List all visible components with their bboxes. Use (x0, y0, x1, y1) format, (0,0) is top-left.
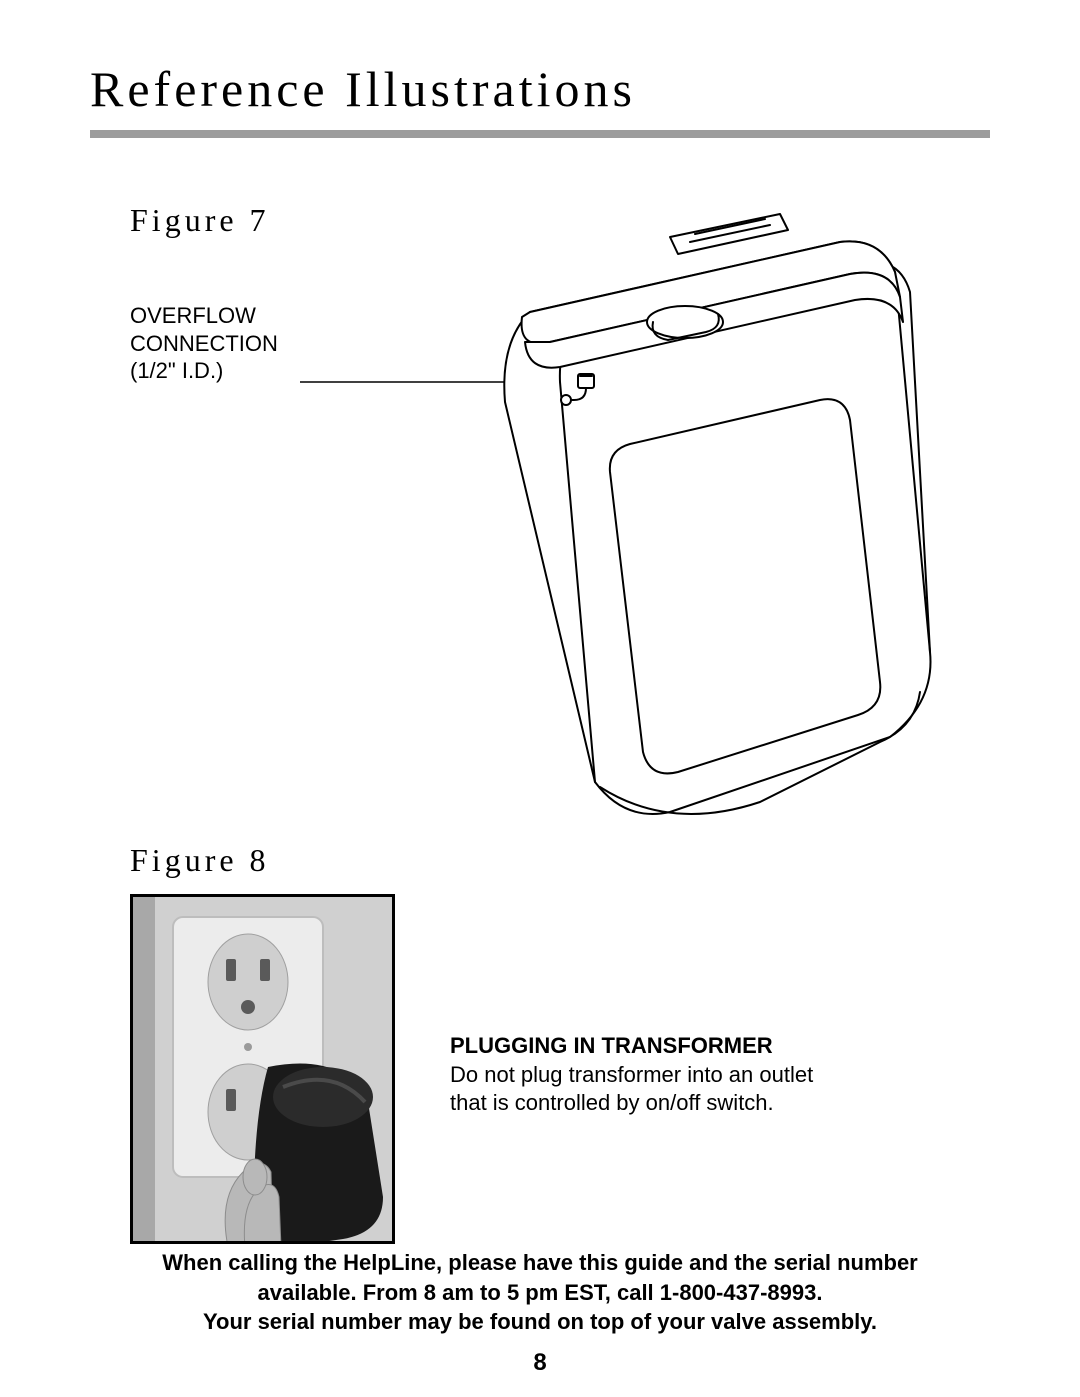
outlet-photo-illustration (133, 897, 395, 1244)
water-softener-illustration (410, 182, 970, 822)
callout-text-line: CONNECTION (130, 330, 278, 358)
footer-line: When calling the HelpLine, please have t… (90, 1248, 990, 1278)
figure-7-block: Figure 7 OVERFLOW CONNECTION (1/2" I.D.) (90, 182, 990, 832)
figure-8-body-line: that is controlled by on/off switch. (450, 1089, 970, 1118)
figure-8-body-line: Do not plug transformer into an outlet (450, 1061, 970, 1090)
callout-text-line: (1/2" I.D.) (130, 357, 278, 385)
figure-8-block: Figure 8 (90, 842, 990, 1272)
footer-line: Your serial number may be found on top o… (90, 1307, 990, 1337)
page-number: 8 (0, 1349, 1080, 1377)
title-rule (90, 130, 990, 138)
callout-text-line: OVERFLOW (130, 302, 278, 330)
page-title: Reference Illustrations (90, 60, 990, 118)
overflow-callout: OVERFLOW CONNECTION (1/2" I.D.) (130, 302, 278, 385)
figure-8-label: Figure 8 (130, 842, 270, 879)
transformer-photo (130, 894, 395, 1244)
figure-8-heading: PLUGGING IN TRANSFORMER (450, 1032, 970, 1061)
figure-7-label: Figure 7 (130, 202, 270, 239)
manual-page: Reference Illustrations Figure 7 OVERFLO… (0, 0, 1080, 1397)
footer-line: available. From 8 am to 5 pm EST, call 1… (90, 1278, 990, 1308)
figure-8-caption: PLUGGING IN TRANSFORMER Do not plug tran… (450, 1032, 970, 1118)
helpline-footer: When calling the HelpLine, please have t… (90, 1248, 990, 1337)
